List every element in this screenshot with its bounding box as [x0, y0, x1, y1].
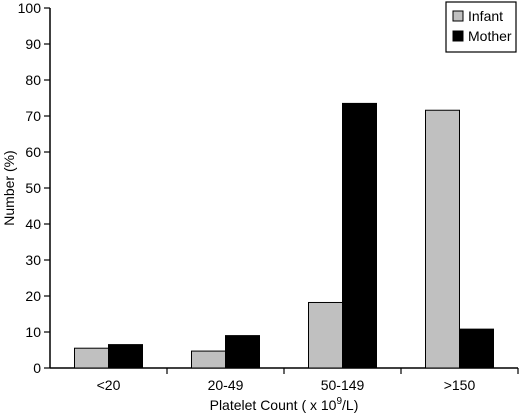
- y-tick-label: 70: [25, 108, 41, 124]
- legend-label-mother: Mother: [468, 28, 512, 44]
- legend-label-infant: Infant: [468, 8, 503, 24]
- x-axis-title: Platelet Count ( x 109/L): [210, 396, 359, 413]
- x-axis-title-prefix: Platelet Count ( x 10: [210, 397, 337, 413]
- x-tick-label: >150: [444, 377, 476, 393]
- bar-infant: [425, 109, 460, 369]
- bar-infant: [74, 347, 109, 369]
- x-axis-title-suffix: /L): [342, 397, 358, 413]
- legend-swatch-infant: [452, 10, 464, 22]
- y-axis-title-group: Number (%): [1, 150, 17, 225]
- bar-mother: [342, 102, 377, 369]
- y-tick-label: 50: [25, 180, 41, 196]
- legend: Infant Mother: [445, 1, 517, 53]
- bar-infant: [191, 350, 226, 369]
- legend-box: [445, 1, 517, 53]
- plot-area: 0 10 20 30 40 50 60 70 80 90 100 <20 20-49 50-149 >150: [18, 0, 519, 393]
- y-tick-label: 90: [25, 36, 41, 52]
- y-tick-label: 100: [18, 0, 42, 16]
- bar-infant: [308, 301, 343, 369]
- y-tick-label: 0: [33, 360, 41, 376]
- y-tick-label: 10: [25, 324, 41, 340]
- y-tick-label: 60: [25, 144, 41, 160]
- bar-mother: [459, 328, 494, 369]
- y-tick-label: 30: [25, 252, 41, 268]
- y-tick-label: 80: [25, 72, 41, 88]
- bar-mother: [108, 344, 143, 369]
- x-tick-label: 20-49: [208, 377, 244, 393]
- x-axis-title-superscript: 9: [336, 396, 342, 407]
- legend-swatch-mother: [452, 30, 464, 42]
- x-tick-label: 50-149: [321, 377, 365, 393]
- bar-mother: [225, 335, 260, 369]
- y-axis-title: Number (%): [1, 150, 17, 225]
- y-tick-label: 40: [25, 216, 41, 232]
- x-tick-label: <20: [97, 377, 121, 393]
- y-tick-label: 20: [25, 288, 41, 304]
